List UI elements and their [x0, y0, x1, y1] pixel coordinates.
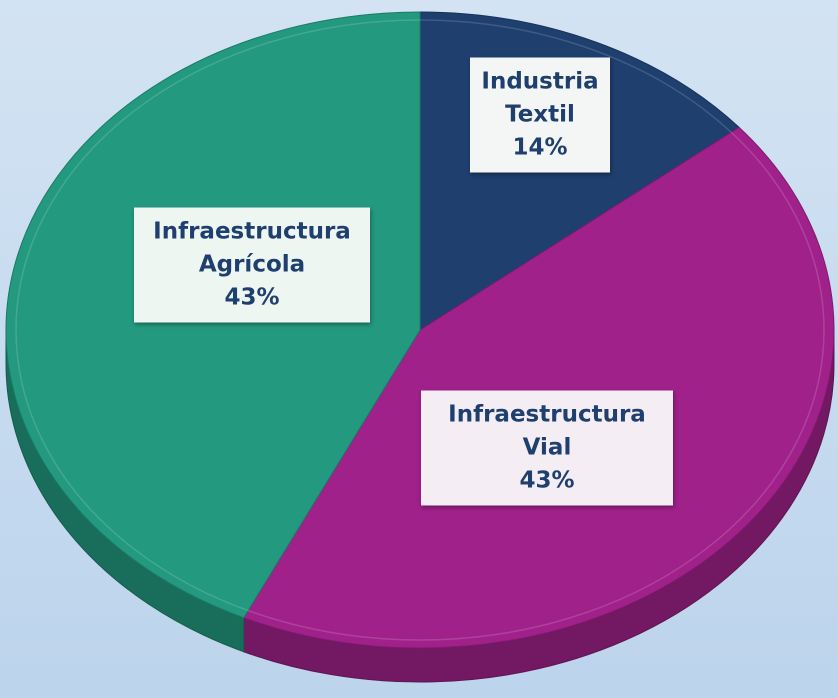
- slice: [242, 126, 835, 649]
- category-label: Infraestructura Agrícola: [153, 218, 351, 278]
- category-label: Industria Textil: [481, 68, 599, 128]
- category-label: Infraestructura Vial: [448, 401, 646, 461]
- value-label: 14%: [512, 134, 568, 161]
- data-label: Industria Textil 14%: [470, 57, 610, 173]
- data-label: Infraestructura Vial 43%: [421, 390, 673, 506]
- pie-rim: [15, 19, 825, 641]
- value-label: 43%: [519, 467, 575, 494]
- value-label: 43%: [224, 284, 280, 311]
- data-label: Infraestructura Agrícola 43%: [134, 207, 370, 323]
